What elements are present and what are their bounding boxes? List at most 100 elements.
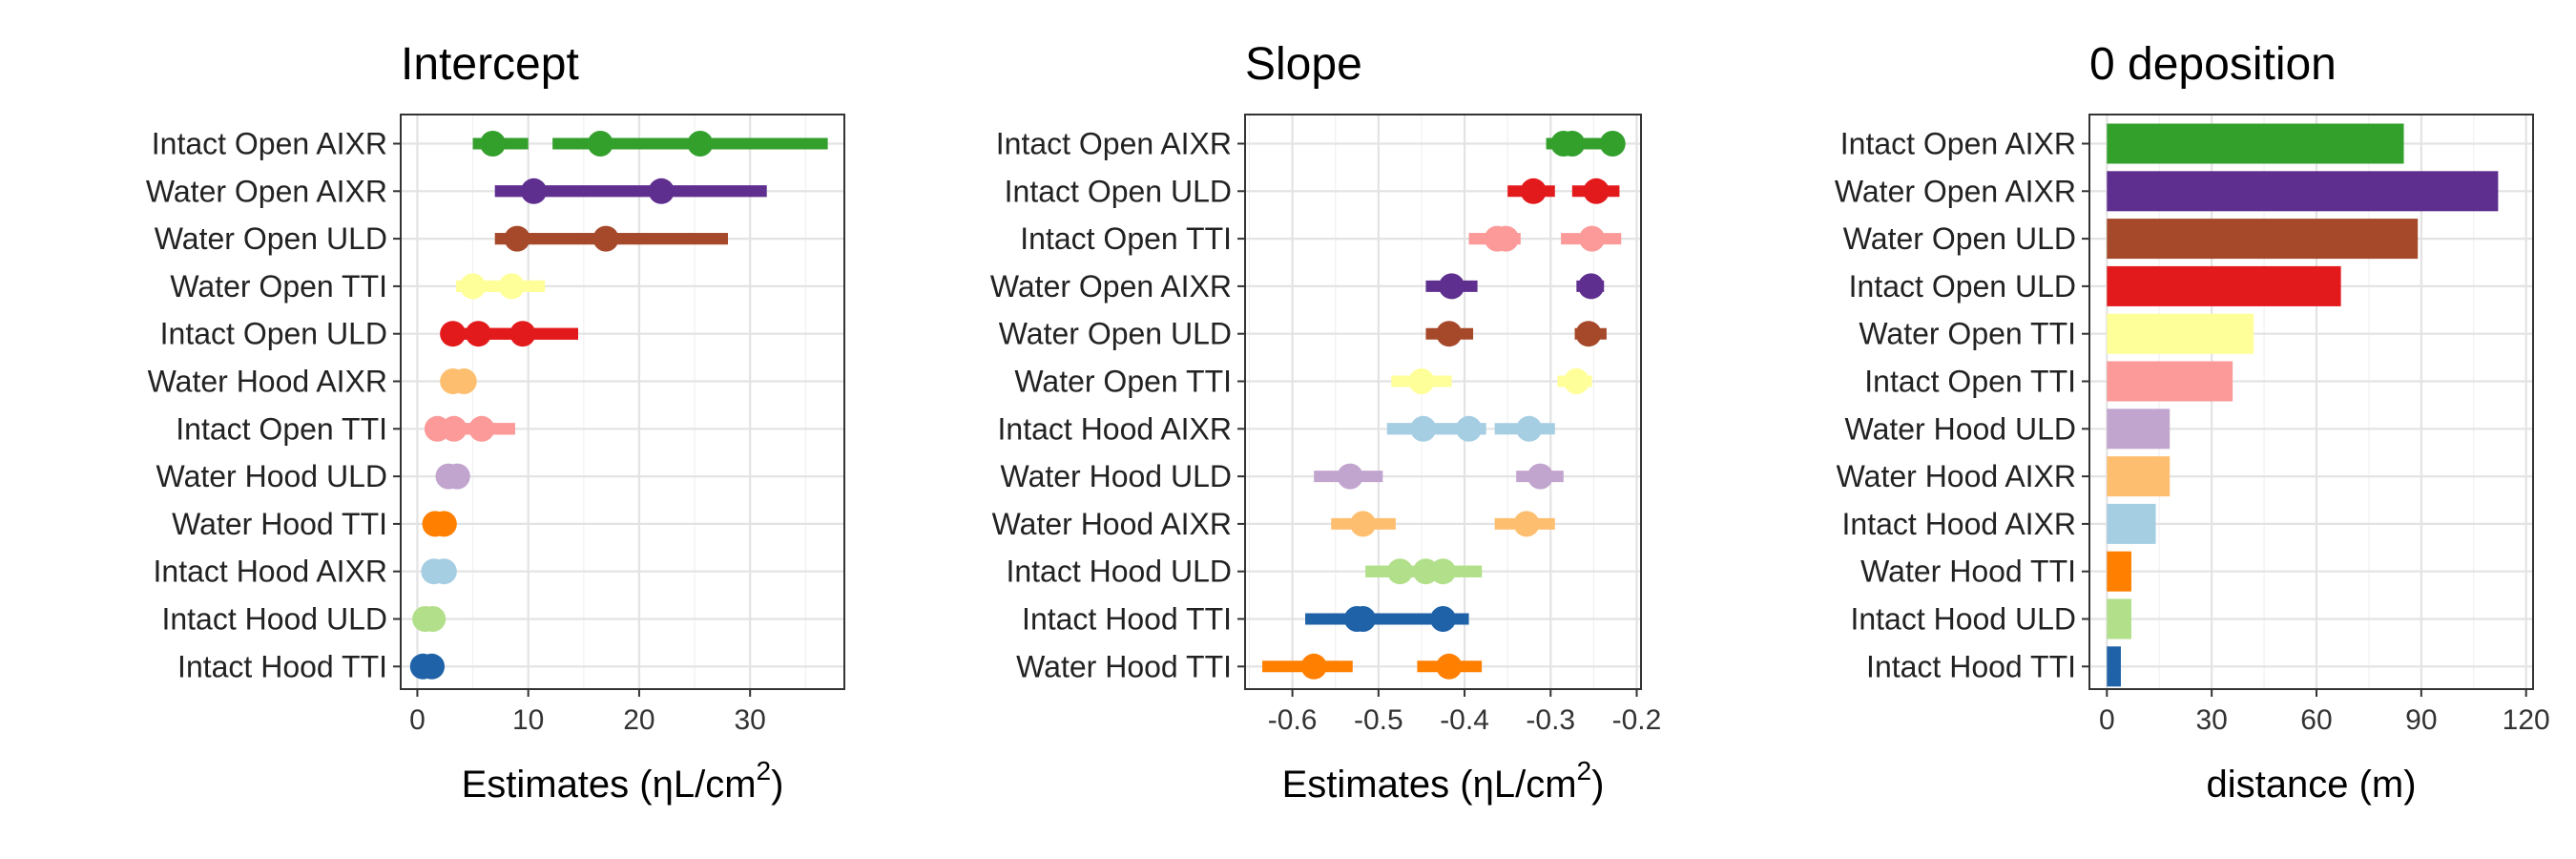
point-intact-hood-uld bbox=[420, 606, 447, 632]
point-water-open-tti bbox=[1408, 368, 1435, 394]
x-tick-label: 120 bbox=[2503, 704, 2550, 736]
y-tick-label-water-hood-aixr: Water Hood AIXR bbox=[992, 507, 1232, 541]
y-tick-label-intact-hood-tti: Intact Hood TTI bbox=[1022, 602, 1232, 637]
point-intact-hood-uld bbox=[1430, 558, 1456, 585]
point-water-hood-uld bbox=[1527, 463, 1553, 490]
y-tick-label-intact-hood-uld: Intact Hood ULD bbox=[1006, 555, 1232, 589]
point-water-hood-aixr bbox=[450, 368, 477, 394]
y-tick-label-intact-open-uld: Intact Open ULD bbox=[1005, 174, 1232, 208]
y-tick-label-water-open-tti: Water Open TTI bbox=[170, 269, 387, 304]
y-tick-label-intact-hood-aixr: Intact Hood AIXR bbox=[154, 555, 387, 589]
y-tick-label-water-open-uld: Water Open ULD bbox=[155, 221, 387, 256]
point-water-open-aixr bbox=[1439, 273, 1465, 300]
y-tick-label-intact-open-uld: Intact Open ULD bbox=[1849, 269, 2076, 304]
x-tick-label: 30 bbox=[735, 704, 766, 736]
y-tick-label-water-open-uld: Water Open ULD bbox=[1843, 221, 2076, 256]
y-tick-label-water-hood-aixr: Water Hood AIXR bbox=[1837, 459, 2076, 493]
y-tick-label-water-hood-aixr: Water Hood AIXR bbox=[148, 365, 387, 399]
point-intact-open-uld bbox=[509, 321, 536, 347]
bar-water-open-uld bbox=[2107, 219, 2419, 260]
x-tick-label: 10 bbox=[512, 704, 544, 736]
x-axis-title: distance (m) bbox=[2206, 764, 2416, 806]
point-intact-open-aixr bbox=[479, 131, 506, 157]
bar-water-open-tti bbox=[2107, 313, 2254, 354]
panel-background bbox=[1245, 115, 1641, 689]
x-tick-label: -0.2 bbox=[1612, 704, 1662, 736]
y-tick-label-water-open-tti: Water Open TTI bbox=[1859, 317, 2076, 351]
y-tick-label-water-open-aixr: Water Open AIXR bbox=[146, 174, 387, 208]
y-tick-label-intact-open-aixr: Intact Open AIXR bbox=[996, 127, 1232, 161]
point-intact-open-uld bbox=[1520, 178, 1547, 204]
y-tick-label-intact-hood-aixr: Intact Hood AIXR bbox=[1842, 507, 2076, 541]
panel-title: Slope bbox=[1245, 39, 1362, 90]
point-water-hood-aixr bbox=[1350, 511, 1377, 537]
bar-water-hood-uld bbox=[2107, 409, 2171, 450]
y-tick-label-water-hood-uld: Water Hood ULD bbox=[1845, 411, 2076, 446]
bar-intact-hood-tti bbox=[2107, 646, 2121, 687]
x-axis-title-text: Estimates (ηL/cm bbox=[462, 764, 757, 806]
bar-water-hood-aixr bbox=[2107, 456, 2171, 497]
point-intact-open-aixr bbox=[687, 131, 714, 157]
x-tick-label: 0 bbox=[409, 704, 426, 736]
y-tick-label-intact-hood-uld: Intact Hood ULD bbox=[161, 602, 387, 637]
bar-water-hood-tti bbox=[2107, 551, 2131, 592]
panel-0-deposition: Intact Open AIXR Water Open AIXR Water Ope… bbox=[1835, 39, 2550, 806]
y-tick-label-water-open-uld: Water Open ULD bbox=[999, 317, 1232, 351]
bar-water-open-aixr bbox=[2107, 171, 2499, 212]
y-tick-label-intact-hood-uld: Intact Hood ULD bbox=[1850, 602, 2076, 637]
panel-border bbox=[400, 114, 845, 690]
point-water-hood-uld bbox=[1337, 463, 1363, 490]
point-intact-hood-aixr bbox=[1456, 415, 1483, 442]
y-tick-label-intact-open-uld: Intact Open ULD bbox=[160, 317, 387, 351]
y-tick-label-water-hood-uld: Water Hood ULD bbox=[1001, 459, 1232, 493]
point-intact-hood-tti bbox=[1430, 606, 1456, 632]
y-tick-label-water-hood-uld: Water Hood ULD bbox=[156, 459, 387, 493]
x-tick-label: -0.3 bbox=[1526, 704, 1575, 736]
point-intact-hood-aixr bbox=[1516, 415, 1543, 442]
x-tick-label: 0 bbox=[2099, 704, 2115, 736]
x-tick-label: 60 bbox=[2300, 704, 2332, 736]
point-intact-open-tti bbox=[1492, 225, 1519, 252]
point-water-hood-tti bbox=[1300, 653, 1327, 680]
bar-intact-open-tti bbox=[2107, 361, 2233, 402]
bar-intact-hood-uld bbox=[2107, 598, 2131, 639]
point-intact-hood-tti bbox=[1350, 606, 1377, 632]
x-tick-label: 20 bbox=[623, 704, 654, 736]
y-tick-label-intact-open-aixr: Intact Open AIXR bbox=[152, 127, 387, 161]
bar-intact-hood-aixr bbox=[2107, 503, 2156, 544]
point-water-open-uld bbox=[1575, 321, 1602, 347]
point-water-open-aixr bbox=[648, 178, 675, 204]
y-tick-label-intact-open-tti: Intact Open TTI bbox=[1864, 365, 2076, 399]
x-tick-label: -0.4 bbox=[1440, 704, 1489, 736]
point-intact-open-tti bbox=[468, 415, 495, 442]
x-axis-title-text: Estimates (ηL/cm bbox=[1282, 764, 1577, 806]
y-tick-label-intact-open-tti: Intact Open TTI bbox=[1020, 221, 1232, 256]
x-axis-title-sup: 2 bbox=[757, 756, 772, 786]
x-tick-label: 30 bbox=[2195, 704, 2227, 736]
point-water-open-tti bbox=[1563, 368, 1589, 394]
y-tick-label-water-hood-tti: Water Hood TTI bbox=[172, 507, 387, 541]
point-intact-hood-tti bbox=[419, 653, 446, 680]
point-water-hood-tti bbox=[430, 511, 457, 537]
x-axis-title-suffix: ) bbox=[771, 764, 783, 806]
x-axis-title: Estimates (ηL/cm2) bbox=[462, 756, 784, 806]
point-water-open-aixr bbox=[1578, 273, 1605, 300]
point-intact-hood-aixr bbox=[430, 558, 457, 585]
x-axis-title-sup: 2 bbox=[1577, 756, 1592, 786]
y-tick-label-intact-hood-tti: Intact Hood TTI bbox=[1866, 649, 2076, 683]
panel-background bbox=[401, 115, 844, 689]
x-axis-title-text: distance (m) bbox=[2206, 764, 2416, 806]
x-axis-title-suffix: ) bbox=[1591, 764, 1604, 806]
y-tick-label-water-open-tti: Water Open TTI bbox=[1014, 365, 1232, 399]
point-water-hood-tti bbox=[1436, 653, 1463, 680]
point-water-hood-aixr bbox=[1513, 511, 1540, 537]
point-water-open-uld bbox=[592, 225, 619, 252]
panel-border bbox=[1244, 114, 1642, 690]
panel-border bbox=[2088, 114, 2534, 690]
y-tick-label-intact-open-tti: Intact Open TTI bbox=[176, 411, 387, 446]
y-tick-label-intact-hood-aixr: Intact Hood AIXR bbox=[998, 411, 1232, 446]
y-tick-label-water-open-aixr: Water Open AIXR bbox=[1835, 174, 2076, 208]
x-tick-label: -0.5 bbox=[1354, 704, 1403, 736]
panel-title: 0 deposition bbox=[2089, 39, 2337, 90]
